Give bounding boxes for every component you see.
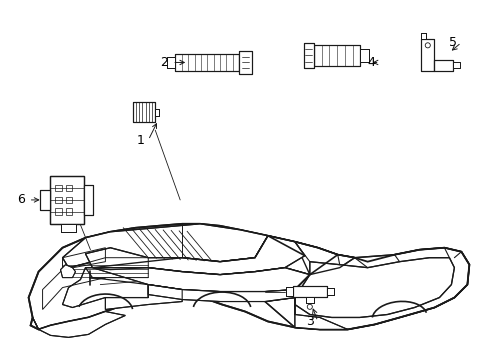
- Polygon shape: [61, 265, 75, 278]
- Polygon shape: [105, 285, 182, 310]
- Polygon shape: [84, 185, 92, 215]
- Text: 4: 4: [367, 56, 375, 69]
- Polygon shape: [303, 43, 313, 68]
- Polygon shape: [62, 224, 267, 268]
- Polygon shape: [264, 242, 468, 329]
- Bar: [55, 208, 62, 215]
- Polygon shape: [294, 298, 347, 329]
- Bar: [65, 185, 72, 192]
- Text: 3: 3: [305, 315, 313, 328]
- Text: 2: 2: [160, 56, 168, 69]
- Polygon shape: [452, 62, 459, 68]
- Polygon shape: [420, 33, 425, 39]
- Polygon shape: [285, 287, 292, 296]
- Polygon shape: [239, 51, 251, 74]
- Polygon shape: [294, 258, 453, 318]
- Text: 1: 1: [136, 134, 144, 147]
- Text: 5: 5: [448, 36, 456, 49]
- Polygon shape: [148, 285, 294, 302]
- Polygon shape: [62, 268, 148, 307]
- Polygon shape: [166, 57, 175, 68]
- Polygon shape: [40, 190, 50, 210]
- Polygon shape: [360, 49, 368, 62]
- Polygon shape: [420, 39, 433, 71]
- Polygon shape: [292, 287, 326, 297]
- Polygon shape: [61, 224, 76, 232]
- Polygon shape: [33, 311, 125, 337]
- Polygon shape: [313, 45, 360, 66]
- Polygon shape: [175, 54, 239, 71]
- Polygon shape: [85, 268, 309, 292]
- Bar: [65, 197, 72, 203]
- Polygon shape: [29, 224, 468, 329]
- Polygon shape: [305, 297, 313, 303]
- Polygon shape: [92, 236, 354, 275]
- Bar: [55, 197, 62, 203]
- Polygon shape: [155, 109, 159, 116]
- Polygon shape: [433, 60, 452, 71]
- Bar: [65, 208, 72, 215]
- Text: 6: 6: [17, 193, 24, 206]
- Bar: [55, 185, 62, 192]
- Polygon shape: [50, 176, 84, 224]
- Polygon shape: [133, 102, 155, 122]
- Polygon shape: [85, 236, 304, 275]
- Polygon shape: [326, 288, 333, 295]
